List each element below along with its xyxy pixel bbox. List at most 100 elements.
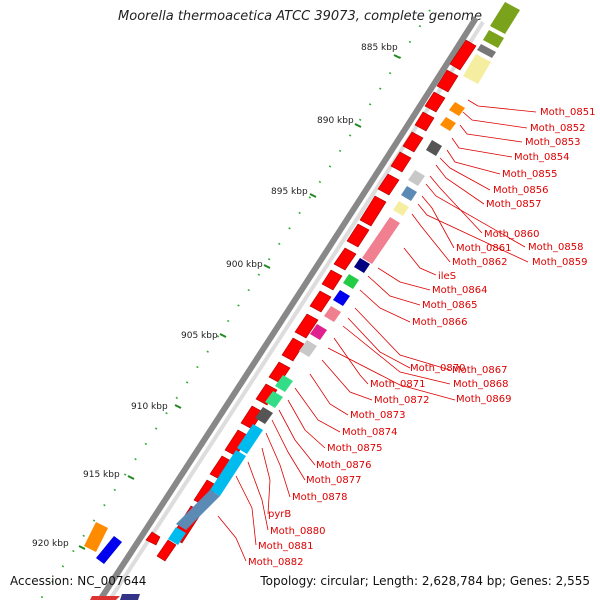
gene-label: Moth_0859 [532,257,587,268]
cds-feature [346,223,370,248]
gene-label: Moth_0881 [258,541,313,552]
cds-feature [294,313,319,339]
gene-label: Moth_0865 [422,300,477,311]
gene-label: Moth_0872 [374,395,429,406]
tick-mark [219,333,227,338]
leader-lines [217,99,537,562]
gene-label: Moth_0877 [306,475,361,486]
tick-label: 895 kbp [271,187,308,197]
tick-label: 890 kbp [317,116,354,126]
gene-label: Moth_0852 [530,123,585,134]
tick-mark [78,545,86,550]
tick-mark [309,193,317,198]
feature-pink [362,217,400,264]
tick-group: 885 kbp 890 kbp 895 kbp 900 kbp 905 kbp … [32,43,401,550]
gene-label: Moth_0873 [350,410,405,421]
feature-green [343,274,359,289]
cds-feature [281,337,305,362]
tick-label: 885 kbp [361,43,398,53]
cds-feature [145,531,161,546]
cds-feature [255,383,278,406]
cds-feature [414,111,435,132]
feature-light-gray [299,340,317,357]
gene-label: Moth_0866 [412,317,467,328]
gene-label: Moth_0864 [432,285,487,296]
cds-feature [424,91,446,113]
dotted-guide-outer [39,9,431,600]
feature-pink [324,306,341,322]
feature-dark-gray [426,140,442,156]
tick-mark [354,123,362,128]
feature-continuation [120,594,140,600]
cds-feature [402,131,424,153]
feature-olive [483,30,504,48]
feature-spring-green [275,375,293,392]
feature-cyan [168,527,186,545]
gene-label: Moth_0868 [453,379,508,390]
feature-magenta [310,324,327,340]
cds-feature [309,290,332,313]
feature-dark-gray [255,407,273,424]
gene-label: Moth_0857 [486,199,541,210]
feature-orange [84,522,108,552]
accession-text: Accession: NC_007644 [10,574,147,588]
genome-summary: Topology: circular; Length: 2,628,784 bp… [260,574,590,588]
gene-label: Moth_0855 [502,169,557,180]
tick-label: 905 kbp [181,331,218,341]
tick-mark [393,54,401,59]
feature-steel-blue [176,490,220,530]
tick-mark [174,404,182,409]
backbone-ring [97,16,479,600]
cog-lane [84,2,520,564]
gene-label: Moth_0867 [452,365,507,376]
cds-feature [156,539,177,562]
cds-feature [377,173,400,196]
tick-label: 915 kbp [83,470,120,480]
tick-mark [263,264,271,269]
gene-label: Moth_0882 [248,557,303,568]
feature-steel-blue [401,186,417,201]
feature-spring-green [265,391,283,408]
gene-label: Moth_0869 [456,394,511,405]
tick-label: 910 kbp [131,402,168,412]
cds-feature [321,269,343,291]
feature-orange [440,117,456,131]
gene-label: Moth_0871 [370,379,425,390]
feature-blue [333,290,350,306]
feature-continuation [90,596,120,600]
feature-gray [477,44,496,58]
gene-label: Moth_0880 [270,526,325,537]
cds-feature [359,195,387,227]
gene-labels: Moth_0851 Moth_0852 Moth_0853 Moth_0854 … [248,107,595,568]
gene-label: ileS [438,271,456,282]
backbone-inner-shadow [107,20,485,600]
cds-feature [333,247,357,271]
cds-feature [390,151,412,173]
gene-label: Moth_0856 [493,185,548,196]
gene-label: Moth_0870 [410,363,465,374]
feature-cyan [210,450,246,496]
gene-label: Moth_0874 [342,427,397,438]
gene-label: Moth_0862 [452,257,507,268]
tick-label: 900 kbp [226,260,263,270]
feature-orange [449,102,465,116]
cds-feature [436,69,459,93]
track-continuation [90,594,140,600]
feature-navy [354,258,370,273]
tick-label: 920 kbp [32,539,69,549]
gene-label: Moth_0851 [540,107,595,118]
gene-label: Moth_0878 [292,492,347,503]
tick-mark [127,475,135,480]
gene-label: Moth_0854 [514,152,569,163]
gene-label: Moth_0876 [316,460,371,471]
feature-light-gray [408,170,425,186]
feature-pale-yellow [393,201,409,216]
gene-label: Moth_0853 [525,137,580,148]
gene-label: pyrB [268,509,291,520]
feature-cyan [237,424,263,454]
feature-olive [490,2,520,34]
gene-label: Moth_0875 [327,443,382,454]
genome-title: Moorella thermoacetica ATCC 39073, compl… [118,9,482,24]
gene-label: Moth_0861 [456,243,511,254]
